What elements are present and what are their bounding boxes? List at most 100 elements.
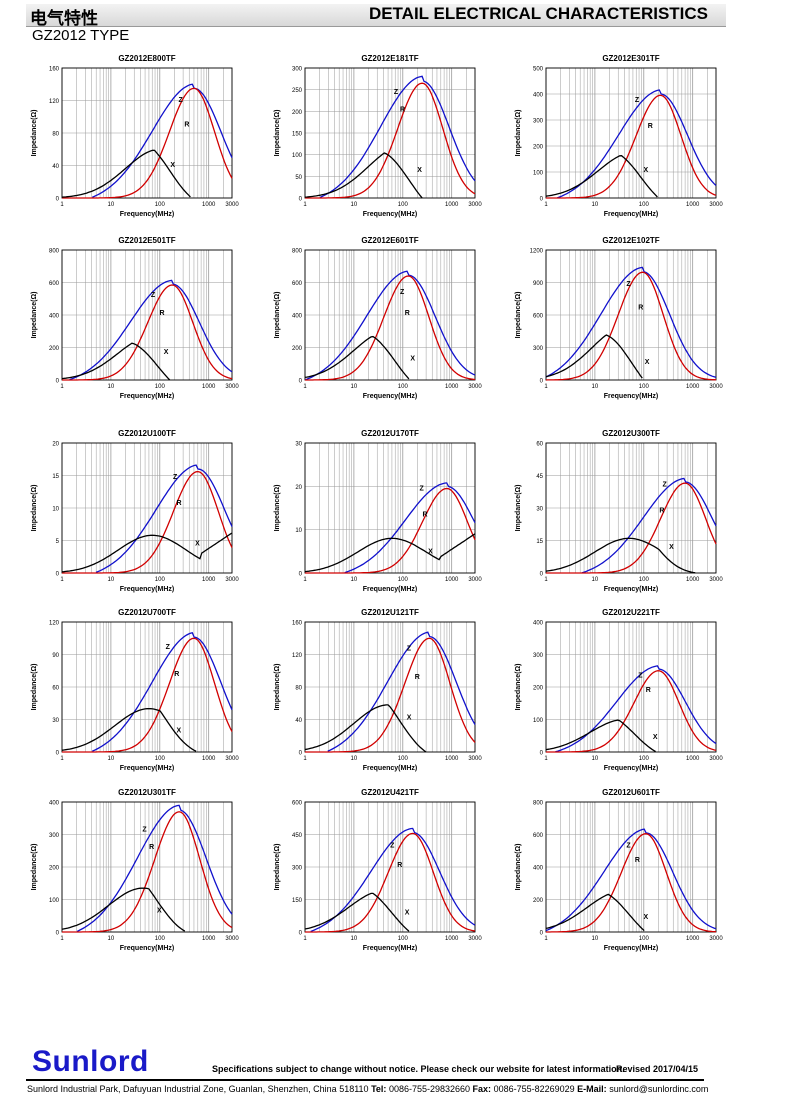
plot-area: GZ2012U121TF 0 40 80 120 160 1 10 100 1000 3000 Fre…	[274, 608, 482, 772]
y-tick-label: 600	[49, 281, 60, 287]
series-label-z: Z	[394, 89, 399, 96]
x-tick-label: 10	[351, 384, 358, 390]
series-r-curve	[546, 482, 717, 574]
y-axis-label: Impedance(Ω)	[515, 292, 522, 339]
y-tick-label: 160	[292, 621, 303, 627]
y-tick-label: 60	[52, 686, 59, 692]
y-tick-label: 15	[52, 474, 59, 480]
x-tick-label: 3000	[468, 756, 482, 762]
chart-title: GZ2012U300TF	[602, 429, 660, 438]
x-tick-label: 1	[303, 384, 307, 390]
chart-title: GZ2012U700TF	[118, 608, 176, 617]
x-tick-label: 3000	[468, 577, 482, 583]
y-tick-label: 0	[56, 197, 60, 203]
x-tick-label: 3000	[225, 756, 239, 762]
y-axis-label: Impedance(Ω)	[31, 844, 38, 891]
series-label-r: R	[422, 512, 427, 519]
x-tick-label: 1000	[445, 756, 459, 762]
x-tick-label: 3000	[225, 384, 239, 390]
y-tick-label: 0	[299, 572, 303, 578]
y-tick-label: 0	[299, 931, 303, 937]
series-x-curve	[61, 708, 197, 752]
y-tick-label: 0	[56, 931, 60, 937]
y-tick-label: 0	[540, 379, 544, 385]
series-label-r: R	[659, 507, 664, 514]
y-tick-label: 400	[49, 801, 60, 807]
chart-gz2012u601tf: GZ2012U601TF 0 200 400 600 800 1 10 100 1000 3000 F…	[496, 782, 736, 957]
chart-gz2012e601tf: GZ2012E601TF 0 200 400 600 800 1 10 100 1000 3000 F…	[255, 230, 495, 405]
x-axis-label: Frequency(MHz)	[120, 211, 174, 218]
x-tick-label: 1000	[686, 756, 700, 762]
series-r-curve	[545, 271, 717, 381]
x-tick-label: 3000	[709, 202, 723, 208]
plot-frame	[545, 801, 717, 933]
series-label-r: R	[415, 674, 420, 681]
y-tick-label: 50	[295, 175, 302, 181]
series-label-x: X	[176, 728, 181, 735]
y-tick-label: 200	[533, 686, 544, 692]
y-tick-label: 400	[49, 314, 60, 320]
x-tick-label: 100	[155, 384, 166, 390]
series-label-r: R	[176, 500, 181, 507]
series-label-x: X	[410, 356, 415, 363]
chart-gz2012u121tf: GZ2012U121TF 0 40 80 120 160 1 10 100 1000 3000 Fre…	[255, 602, 495, 777]
type-label: GZ2012 TYPE	[32, 27, 130, 44]
series-label-r: R	[635, 857, 640, 864]
x-tick-label: 10	[592, 202, 599, 208]
plot-frame	[304, 621, 476, 753]
series-z-curve	[545, 266, 717, 379]
chart-svg: GZ2012U121TF 0 40 80 120 160 1 10 100 1000 3000 Fre…	[274, 608, 482, 772]
x-tick-label: 1000	[686, 384, 700, 390]
footer-note: Specifications subject to change without…	[212, 1064, 625, 1074]
chart-title: GZ2012U221TF	[602, 608, 660, 617]
x-tick-label: 10	[108, 202, 115, 208]
address-text: Sunlord Industrial Park, Dafuyuan Indust…	[27, 1084, 369, 1094]
plot-area: GZ2012U170TF 0 10 20 30 1 10 100 1000 3000 Frequen…	[274, 429, 482, 593]
x-axis-label: Frequency(MHz)	[363, 945, 417, 952]
y-tick-label: 30	[52, 718, 59, 724]
y-tick-label: 1200	[530, 249, 544, 255]
y-tick-label: 160	[49, 67, 60, 73]
series-label-r: R	[405, 310, 410, 317]
series-label-x: X	[669, 544, 674, 551]
y-tick-label: 800	[533, 801, 544, 807]
y-tick-label: 250	[292, 88, 303, 94]
x-tick-label: 100	[155, 756, 166, 762]
x-tick-label: 3000	[468, 384, 482, 390]
chart-gz2012e800tf: GZ2012E800TF 0 40 80 120 160 1 10 100 1000 3000 Fre…	[12, 48, 252, 223]
series-label-x: X	[405, 910, 410, 917]
chart-svg: GZ2012U601TF 0 200 400 600 800 1 10 100 1000 3000 F…	[515, 788, 723, 952]
series-z-curve	[581, 477, 717, 574]
chart-title: GZ2012U121TF	[361, 608, 419, 617]
footer-address: Sunlord Industrial Park, Dafuyuan Indust…	[27, 1084, 708, 1094]
y-tick-label: 20	[52, 442, 59, 448]
series-z-curve	[76, 804, 233, 932]
page-title: DETAIL ELECTRICAL CHARACTERISTICS	[368, 4, 708, 23]
series-z-curve	[91, 632, 233, 752]
chart-gz2012e501tf: GZ2012E501TF 0 200 400 600 800 1 10 100 1000 3000 F…	[12, 230, 252, 405]
series-label-x: X	[407, 715, 412, 722]
chart-svg: GZ2012E501TF 0 200 400 600 800 1 10 100 1000 3000 F…	[31, 236, 239, 400]
series-label-r: R	[184, 122, 189, 129]
y-tick-label: 400	[533, 93, 544, 99]
y-axis-label: Impedance(Ω)	[274, 292, 281, 339]
x-tick-label: 100	[398, 384, 409, 390]
y-axis-label: Impedance(Ω)	[274, 485, 281, 532]
x-tick-label: 100	[398, 756, 409, 762]
series-r-curve	[546, 670, 717, 753]
x-tick-label: 10	[108, 756, 115, 762]
x-tick-label: 1000	[202, 936, 216, 942]
y-tick-label: 60	[536, 442, 543, 448]
plot-area: GZ2012U221TF 0 100 200 300 400 1 10 100 1000 3000 F…	[515, 608, 723, 772]
series-label-r: R	[174, 671, 179, 678]
y-tick-label: 100	[49, 898, 60, 904]
series-r-curve	[305, 82, 476, 199]
y-tick-label: 900	[533, 281, 544, 287]
x-tick-label: 1000	[445, 384, 459, 390]
chart-gz2012u221tf: GZ2012U221TF 0 100 200 300 400 1 10 100 1000 3000 F…	[496, 602, 736, 777]
chart-title: GZ2012E181TF	[361, 54, 418, 63]
series-label-z: Z	[419, 486, 424, 493]
y-tick-label: 0	[540, 197, 544, 203]
x-tick-label: 1000	[686, 202, 700, 208]
x-tick-label: 100	[155, 577, 166, 583]
